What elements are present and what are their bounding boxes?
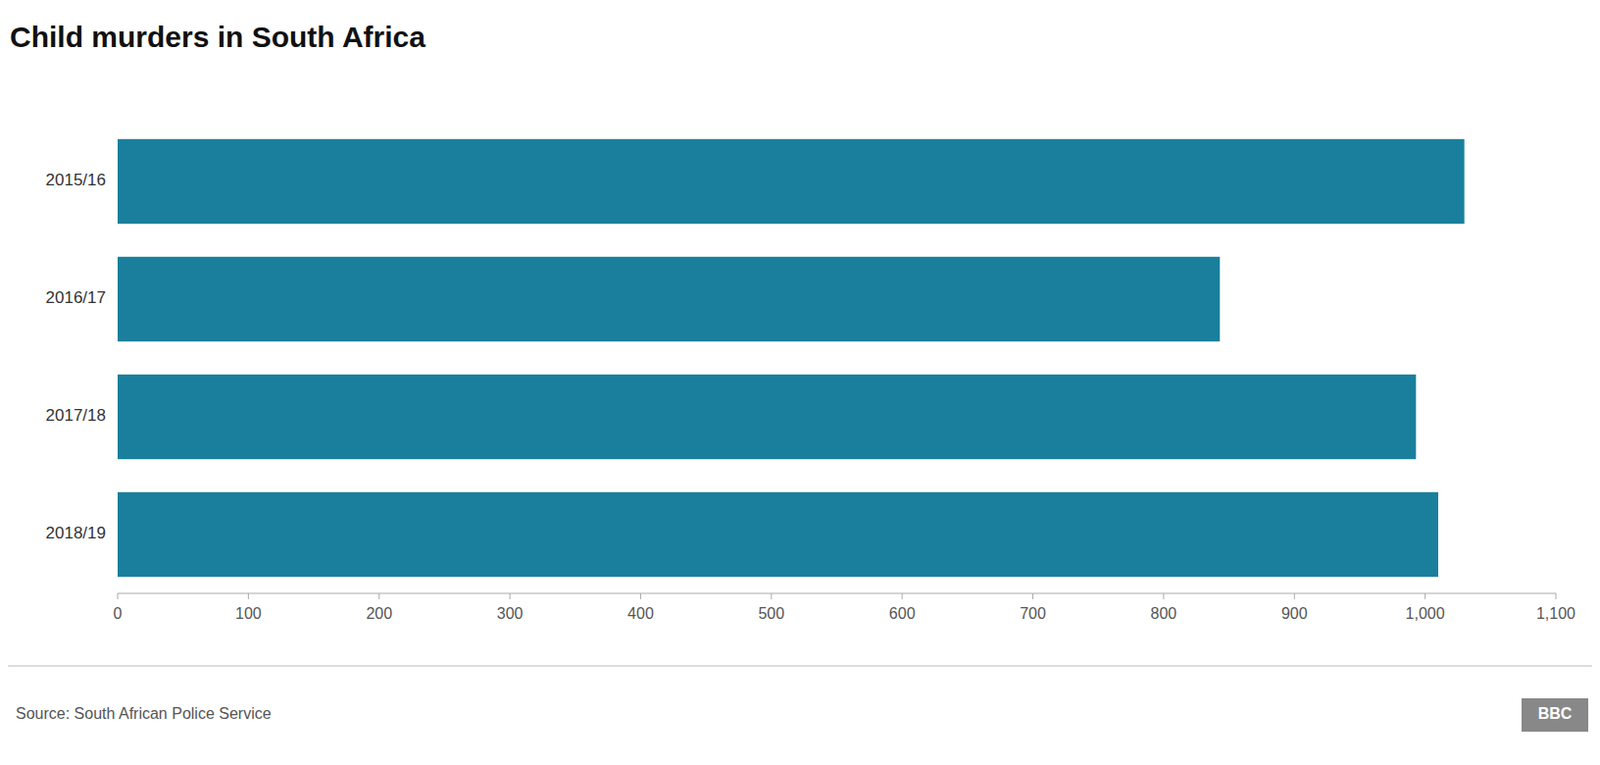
x-tick-label: 800 (1150, 604, 1178, 622)
x-tick (770, 593, 772, 600)
x-axis: 0 100 200 300 400 500 600 700 800 900 1,000 1,100 (113, 593, 1577, 622)
x-tick (1162, 593, 1164, 600)
y-axis: 2015/16 2016/17 2017/18 2018/19 (46, 170, 106, 543)
x-tick-label: 0 (113, 604, 123, 622)
x-tick (117, 593, 119, 600)
x-tick (248, 593, 250, 600)
logo-text: BBC (1538, 704, 1573, 722)
bar (117, 374, 1416, 459)
x-tick (640, 593, 642, 600)
separator (7, 665, 1593, 667)
x-tick-label: 300 (497, 604, 524, 622)
x-tick (901, 593, 903, 600)
source-text: Source: South African Police Service (15, 704, 272, 722)
logo-box (1521, 698, 1589, 732)
x-tick (509, 593, 511, 600)
y-tick-label: 2015/16 (46, 170, 106, 190)
x-tick (1294, 593, 1296, 600)
footer: Source: South African Police Service BBC (7, 665, 1593, 732)
chart-svg: Child murders in South Africa 0 100 200 300 4… (0, 0, 1600, 765)
chart-container: Child murders in South Africa 0 100 200 300 4… (0, 0, 1600, 765)
bars (117, 139, 1465, 577)
bar (117, 256, 1220, 342)
x-tick (1555, 593, 1557, 600)
x-tick-label: 700 (1019, 604, 1047, 622)
x-tick (1424, 593, 1426, 600)
bar (117, 139, 1465, 224)
x-tick-label: 600 (889, 604, 916, 622)
x-tick-label: 500 (757, 604, 785, 622)
x-tick-label: 200 (365, 604, 393, 622)
x-tick (378, 593, 380, 600)
x-tick-label: 1,100 (1536, 604, 1576, 622)
x-tick (1032, 593, 1034, 600)
y-tick-label: 2016/17 (46, 288, 106, 307)
chart-title: Child murders in South Africa (9, 20, 426, 53)
y-tick-label: 2018/19 (46, 523, 106, 543)
bar (117, 492, 1439, 577)
y-tick-label: 2017/18 (46, 405, 106, 425)
x-tick-label: 1,000 (1405, 604, 1446, 622)
background (0, 0, 1600, 765)
x-tick-label: 100 (235, 604, 262, 622)
x-axis-line (117, 593, 1556, 595)
x-tick-label: 400 (627, 604, 654, 622)
x-tick-label: 900 (1281, 604, 1308, 622)
